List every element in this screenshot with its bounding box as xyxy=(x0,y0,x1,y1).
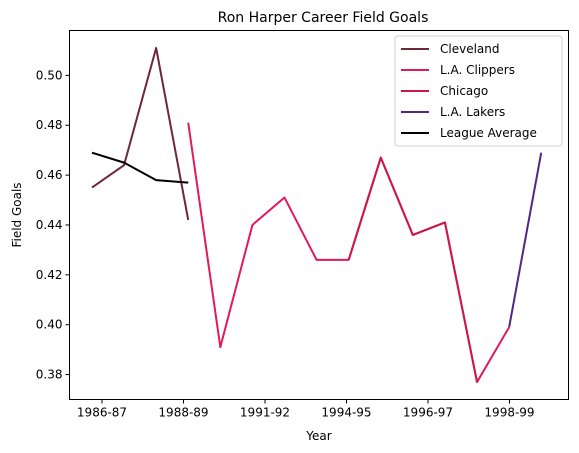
y-tick-label: 0.46 xyxy=(36,168,63,182)
chart-title: Ron Harper Career Field Goals xyxy=(218,10,429,26)
series-line-chicago xyxy=(347,156,479,383)
series-line-l-a-lakers xyxy=(508,152,543,328)
legend-label: L.A. Lakers xyxy=(440,105,505,119)
y-tick-label: 0.38 xyxy=(36,368,63,382)
x-tick-label: 1988-89 xyxy=(158,406,208,420)
y-tick-label: 0.50 xyxy=(36,68,63,82)
y-tick-label: 0.48 xyxy=(36,118,63,132)
x-tick-label: 1998-99 xyxy=(484,406,534,420)
x-axis-label: Year xyxy=(305,429,331,443)
series-line-league-average xyxy=(91,151,189,184)
legend-label: Chicago xyxy=(440,84,488,98)
y-tick-label: 0.44 xyxy=(36,218,63,232)
legend: Cleveland L.A. Clippers Chicago L.A. Lakers… xyxy=(394,35,563,147)
legend-label: Cleveland xyxy=(440,42,500,56)
legend-label: L.A. Clippers xyxy=(440,63,515,77)
y-axis-ticks: 0.38 0.40 0.42 0.44 0.46 0.48 0.50 xyxy=(36,68,70,382)
plot-frame xyxy=(69,30,569,400)
plot-lines xyxy=(91,46,543,384)
x-tick-label: 1986-87 xyxy=(77,406,127,420)
y-tick-label: 0.40 xyxy=(36,318,63,332)
x-axis-ticks: 1986-87 1988-89 1991-92 1994-95 1996-97 1998-… xyxy=(77,399,535,420)
legend-label: League Average xyxy=(440,126,537,140)
y-axis-label: Field Goals xyxy=(10,182,24,247)
legend-box xyxy=(394,35,563,147)
x-tick-label: 1996-97 xyxy=(403,406,453,420)
series-line-cleveland xyxy=(91,46,190,221)
series-line-l-a-clippers xyxy=(187,122,510,384)
x-tick-label: 1991-92 xyxy=(240,406,290,420)
x-tick-label: 1994-95 xyxy=(321,406,371,420)
y-tick-label: 0.42 xyxy=(36,268,63,282)
